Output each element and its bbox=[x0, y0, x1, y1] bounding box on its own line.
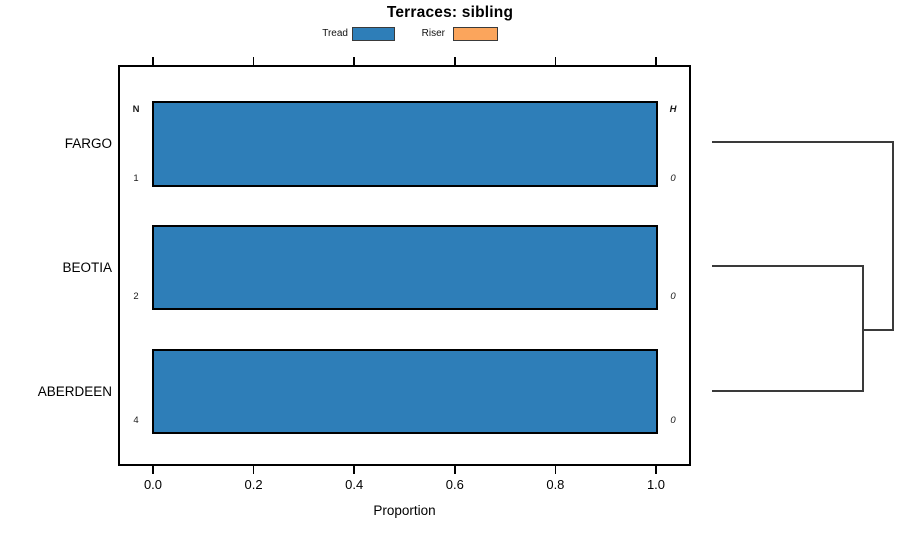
tread-swatch-icon bbox=[352, 27, 395, 41]
h-column-header: H bbox=[669, 104, 677, 115]
riser-swatch-icon bbox=[453, 27, 498, 41]
n-value: 2 bbox=[133, 291, 139, 302]
x-tick-bottom bbox=[252, 466, 255, 474]
x-tick-top bbox=[152, 57, 154, 65]
x-tick-label: 0.8 bbox=[546, 477, 565, 492]
x-axis-label: Proportion bbox=[373, 503, 436, 518]
legend-label-tread: Tread bbox=[322, 28, 348, 39]
category-label: ABERDEEN bbox=[37, 383, 112, 399]
x-tick-bottom bbox=[454, 466, 456, 474]
n-value: 1 bbox=[133, 173, 139, 184]
dendrogram-segment bbox=[862, 265, 864, 392]
x-tick-bottom bbox=[655, 466, 657, 474]
category-label: BEOTIA bbox=[62, 259, 112, 275]
x-tick-bottom bbox=[353, 466, 355, 474]
x-tick-label: 1.0 bbox=[646, 477, 666, 492]
x-tick-label: 0.2 bbox=[244, 477, 263, 492]
dendrogram-segment bbox=[712, 390, 863, 392]
category-label: FARGO bbox=[64, 136, 112, 151]
x-tick-top bbox=[353, 57, 355, 65]
dendrogram-segment bbox=[863, 329, 893, 331]
dendrogram-segment bbox=[712, 265, 863, 267]
x-tick-top bbox=[454, 57, 456, 65]
legend-label-riser: Riser bbox=[421, 28, 445, 39]
x-tick-label: 0.4 bbox=[345, 477, 364, 492]
dendrogram-segment bbox=[712, 141, 893, 143]
x-tick-bottom bbox=[152, 466, 154, 474]
x-tick-top bbox=[655, 57, 657, 65]
x-tick-top bbox=[252, 57, 255, 65]
x-tick-top bbox=[554, 57, 557, 65]
x-tick-bottom bbox=[554, 466, 557, 474]
n-column-header: N bbox=[132, 104, 140, 115]
h-value: 0 bbox=[670, 173, 676, 184]
chart-title: Terraces: sibling bbox=[386, 4, 514, 21]
bar-tread bbox=[151, 225, 658, 310]
h-value: 0 bbox=[670, 291, 676, 302]
bar-tread bbox=[151, 101, 658, 187]
x-tick-label: 0.6 bbox=[445, 477, 464, 492]
h-value: 0 bbox=[670, 415, 676, 426]
dendrogram-segment bbox=[892, 141, 894, 331]
bar-tread bbox=[151, 349, 658, 434]
x-tick-label: 0.0 bbox=[143, 477, 163, 492]
n-value: 4 bbox=[133, 415, 139, 426]
